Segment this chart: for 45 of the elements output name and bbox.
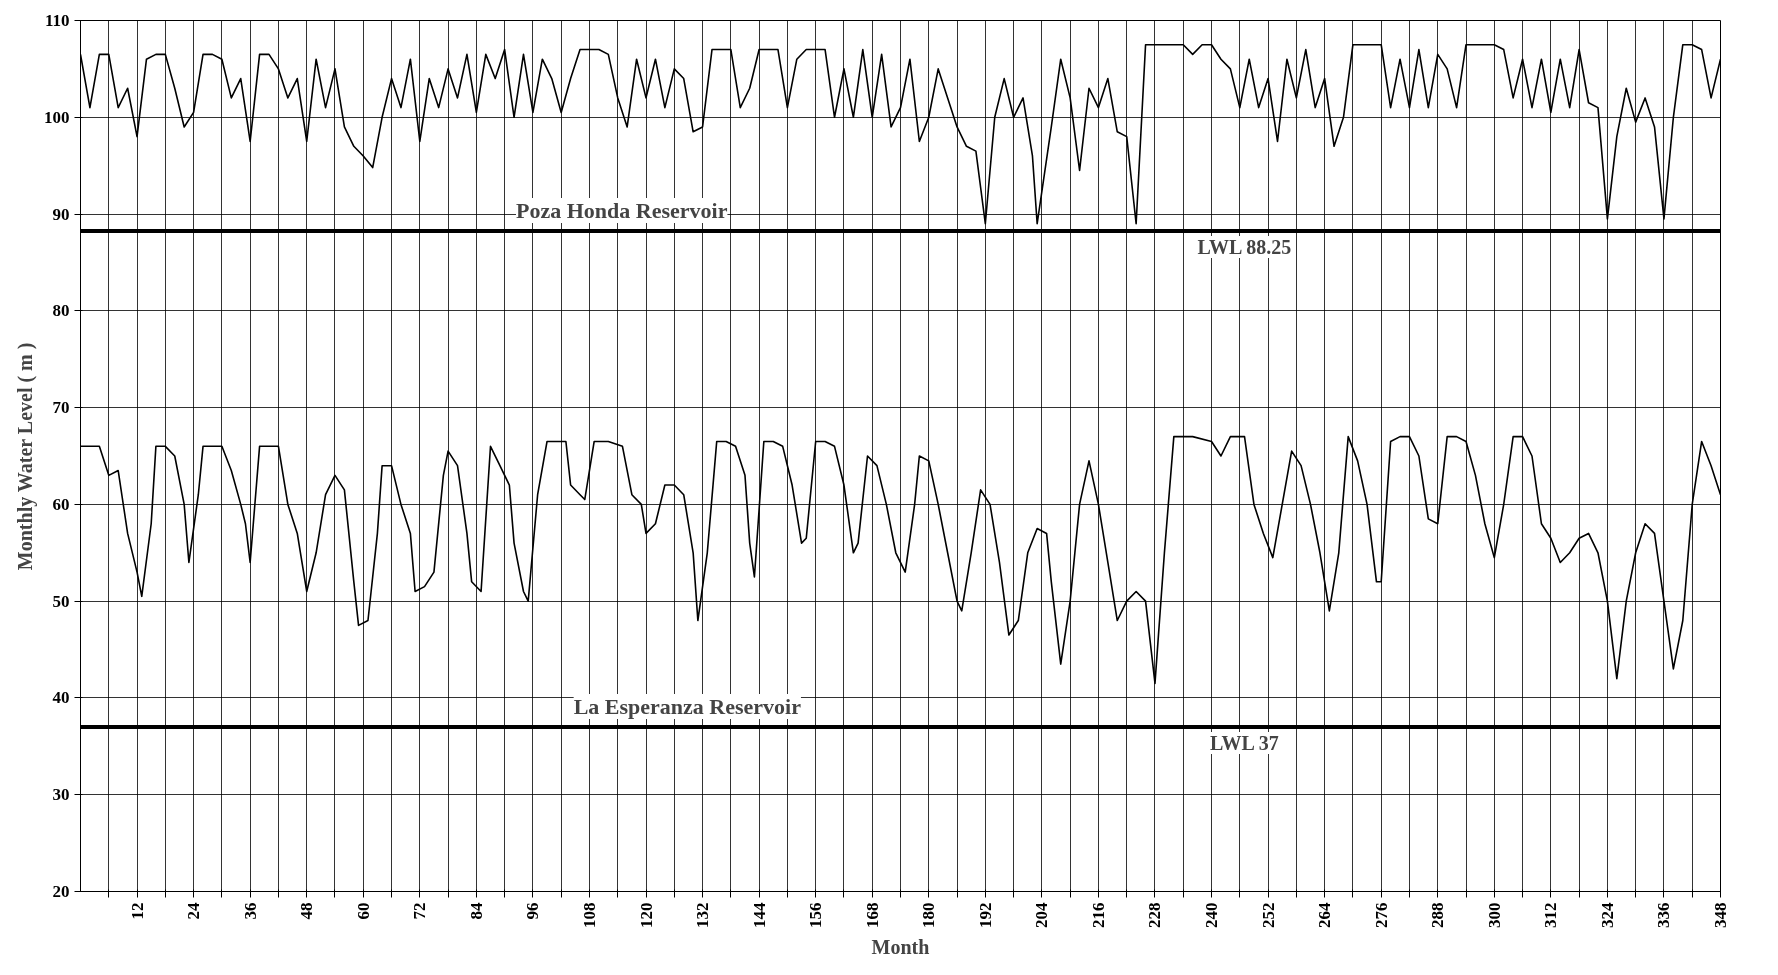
x-tick-label: 48 [297, 902, 317, 920]
x-tick-label: 300 [1484, 902, 1504, 928]
x-tick-label: 144 [749, 902, 769, 928]
annotation: La Esperanza Reservoir [573, 693, 802, 719]
y-tick-label: 40 [52, 688, 70, 708]
x-tick-label: 84 [466, 902, 486, 920]
x-tick-label: 336 [1654, 902, 1674, 928]
y-tick-label: 100 [44, 107, 70, 127]
x-axis-title: Month [871, 936, 930, 958]
x-tick-label: 312 [1541, 902, 1561, 928]
ref-line-label: LWL 37 [1209, 731, 1279, 754]
x-tick-label: 72 [410, 902, 430, 920]
x-tick-label: 108 [579, 902, 599, 928]
y-tick-label: 80 [52, 301, 70, 321]
x-tick-label: 288 [1428, 902, 1448, 928]
x-tick-label: 216 [1088, 902, 1108, 928]
x-tick-label: 180 [919, 902, 939, 928]
y-tick-label: 110 [44, 11, 70, 30]
y-tick-label: 30 [52, 785, 70, 805]
x-tick-label: 204 [1032, 902, 1052, 928]
x-tick-label: 60 [353, 902, 373, 920]
x-tick-label: 156 [806, 902, 826, 928]
y-tick-label: 20 [52, 882, 70, 901]
ref-line-label: LWL 88.25 [1197, 235, 1292, 258]
x-tick-label: 36 [240, 902, 260, 920]
x-tick-label: 168 [862, 902, 882, 928]
x-tick-label: 192 [975, 902, 995, 928]
y-tick-label: 60 [52, 494, 70, 514]
y-tick-label: 70 [52, 398, 70, 418]
x-tick-label: 12 [127, 902, 147, 920]
x-tick-label: 228 [1145, 902, 1165, 928]
x-tick-label: 24 [184, 902, 204, 920]
x-tick-label: 348 [1711, 902, 1730, 928]
x-tick-label: 96 [523, 902, 543, 920]
x-tick-label: 120 [636, 902, 656, 928]
x-tick-label: 324 [1597, 902, 1617, 928]
x-tick-label: 132 [693, 902, 713, 928]
y-axis-title: Monthly Water Level ( m ) [14, 342, 37, 571]
y-tick-label: 90 [52, 204, 70, 224]
x-tick-label: 240 [1202, 902, 1222, 928]
annotation: Poza Honda Reservoir [516, 197, 728, 223]
y-tick-label: 50 [52, 591, 70, 611]
x-tick-label: 252 [1258, 902, 1278, 928]
x-tick-label: 264 [1315, 902, 1335, 928]
x-tick-label: 276 [1371, 902, 1391, 928]
